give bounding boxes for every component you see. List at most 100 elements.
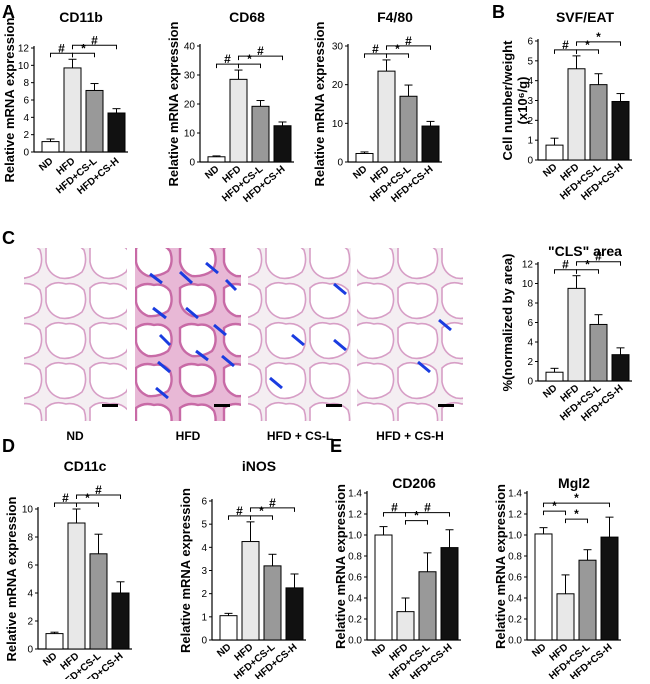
y-tick-label: 6 bbox=[201, 497, 207, 508]
y-tick-label: 8 bbox=[23, 78, 29, 89]
significance-mark: # bbox=[236, 504, 243, 518]
y-tick-label: 10 bbox=[184, 129, 196, 140]
y-tick-label: 0 bbox=[527, 377, 533, 388]
y-tick-label: 0 bbox=[337, 158, 343, 169]
bracket-line bbox=[72, 52, 95, 58]
bar bbox=[89, 553, 108, 650]
bar bbox=[273, 125, 292, 163]
y-tick-label: 0.6 bbox=[508, 573, 522, 584]
significance-bracket: * bbox=[72, 41, 95, 58]
bar bbox=[556, 593, 575, 641]
y-tick-label: 1.2 bbox=[508, 510, 522, 521]
chart-title: SVF/EAT bbox=[556, 9, 615, 25]
bracket-line bbox=[576, 261, 621, 266]
significance-bracket: # bbox=[576, 250, 621, 266]
y-tick-label: 2 bbox=[527, 116, 533, 127]
significance-mark: * bbox=[585, 258, 590, 272]
y-tick-label: 1.4 bbox=[508, 489, 522, 500]
significance-bracket: # bbox=[383, 501, 406, 517]
category-label: ND bbox=[37, 156, 55, 174]
significance-mark: * bbox=[414, 509, 419, 523]
significance-mark: # bbox=[257, 44, 264, 58]
significance-mark: * bbox=[85, 491, 90, 505]
y-tick-label: 8 bbox=[527, 299, 533, 310]
bar bbox=[589, 84, 608, 161]
y-tick-label: 30 bbox=[184, 71, 196, 82]
y-tick-label: 6 bbox=[527, 37, 533, 48]
chart-svf: 0 1 2 3 4 5 6 SVF/EAT Cell number/weight (x10⁶/g)… bbox=[500, 9, 632, 203]
bar bbox=[377, 70, 396, 163]
y-tick-label: 8 bbox=[27, 533, 33, 544]
bar bbox=[421, 125, 440, 163]
y-tick-label: 0 bbox=[201, 636, 207, 647]
y-tick-label: 10 bbox=[22, 505, 34, 516]
y-tick-label: 1 bbox=[201, 612, 207, 623]
panel-label-a: A bbox=[2, 2, 15, 22]
significance-mark: * bbox=[552, 499, 557, 513]
significance-mark: # bbox=[372, 42, 379, 56]
micrograph-label-hfd: HFD bbox=[176, 429, 201, 443]
significance-mark: # bbox=[58, 41, 65, 55]
significance-mark: * bbox=[574, 507, 579, 521]
bar bbox=[107, 112, 126, 153]
y-tick-label: 0.8 bbox=[348, 552, 362, 563]
bracket-line bbox=[565, 518, 588, 524]
category-label: ND bbox=[41, 651, 59, 669]
bar bbox=[567, 68, 586, 161]
y-tick-label: 12 bbox=[522, 260, 534, 271]
bracket-line bbox=[405, 520, 428, 525]
bar bbox=[355, 152, 374, 163]
micrograph-hfd-cs-h bbox=[357, 248, 463, 421]
chart-title: Mgl2 bbox=[558, 475, 590, 491]
y-tick-label: 0.2 bbox=[348, 615, 362, 626]
y-axis-label: Relative mRNA expression bbox=[2, 17, 17, 182]
bar bbox=[241, 541, 260, 641]
y-tick-label: 6 bbox=[527, 318, 533, 329]
category-label: ND bbox=[530, 642, 548, 660]
y-tick-label: 1.2 bbox=[348, 510, 362, 521]
significance-bracket: # bbox=[554, 38, 577, 54]
significance-bracket: # bbox=[405, 501, 450, 517]
significance-mark: * bbox=[585, 38, 590, 52]
bracket-line bbox=[576, 41, 621, 46]
micrograph-nd bbox=[24, 248, 127, 421]
bracket-line bbox=[76, 494, 121, 499]
significance-mark: * bbox=[247, 52, 252, 66]
y-axis-label: Cell number/weight bbox=[500, 40, 515, 161]
significance-bracket: # bbox=[76, 483, 121, 499]
significance-bracket: * bbox=[576, 30, 621, 46]
bar bbox=[418, 571, 437, 641]
significance-bracket: # bbox=[216, 52, 239, 69]
significance-bracket: # bbox=[50, 41, 73, 58]
panel-label-d: D bbox=[2, 436, 15, 456]
bracket-line bbox=[238, 63, 261, 69]
significance-bracket: * bbox=[543, 491, 610, 508]
micrograph-hfd-cs-l bbox=[248, 248, 351, 421]
significance-bracket: * bbox=[386, 42, 409, 58]
bar bbox=[567, 287, 586, 382]
category-label: ND bbox=[203, 164, 221, 182]
bar bbox=[63, 67, 82, 153]
y-tick-label: 4 bbox=[201, 543, 207, 554]
significance-bracket: * bbox=[76, 491, 99, 507]
y-tick-label: 0.8 bbox=[508, 552, 522, 563]
arrow-icon bbox=[417, 318, 452, 374]
y-tick-label: 10 bbox=[522, 279, 534, 290]
category-label: ND bbox=[541, 162, 559, 180]
y-tick-label: 4 bbox=[527, 338, 533, 349]
bracket-line bbox=[576, 49, 599, 54]
chart-title: CD11b bbox=[59, 9, 103, 25]
y-tick-label: 12 bbox=[18, 44, 30, 55]
significance-mark: # bbox=[95, 483, 102, 497]
significance-bracket: # bbox=[364, 42, 387, 58]
y-tick-label: 1.4 bbox=[348, 489, 362, 500]
y-tick-label: 0.0 bbox=[348, 636, 362, 647]
significance-mark: # bbox=[224, 52, 231, 66]
significance-bracket: * bbox=[576, 258, 599, 274]
bar bbox=[534, 533, 553, 641]
bracket-line bbox=[386, 53, 409, 58]
bar bbox=[219, 615, 238, 641]
significance-mark: # bbox=[62, 491, 69, 505]
bar bbox=[229, 78, 248, 163]
